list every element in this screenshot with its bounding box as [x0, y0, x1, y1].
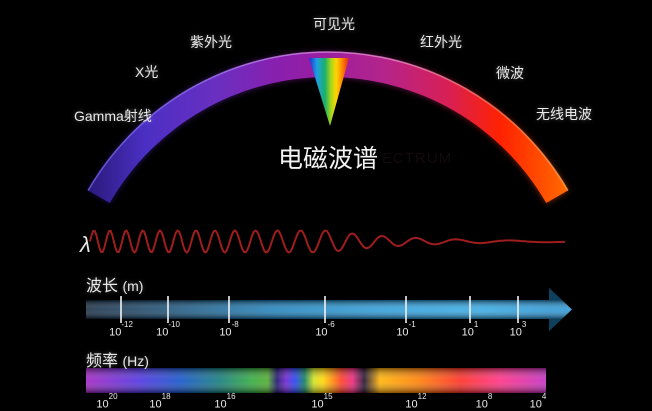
svg-text:λ: λ: [79, 232, 91, 257]
